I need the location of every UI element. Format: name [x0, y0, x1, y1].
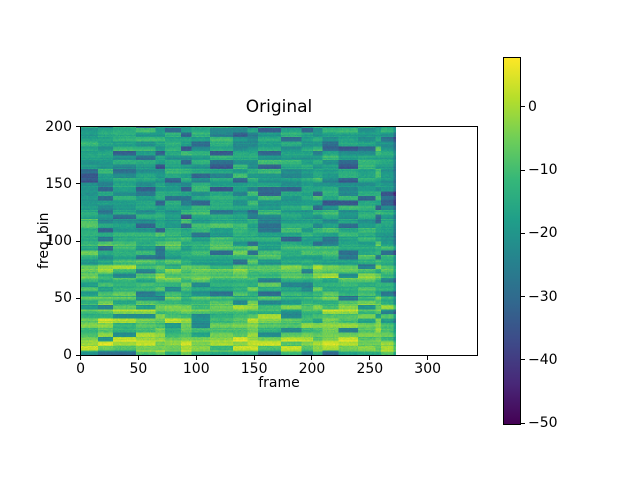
colorbar-tick-label: −40	[528, 351, 558, 368]
x-tick-label: 200	[298, 361, 326, 377]
y-tick-label: 0	[63, 347, 72, 364]
colorbar-tick-mark	[521, 296, 525, 298]
colorbar	[503, 57, 521, 425]
x-tick-mark	[427, 356, 429, 360]
x-tick-mark	[253, 356, 255, 360]
colorbar-tick-mark	[521, 169, 525, 171]
x-tick-label: 50	[129, 361, 148, 377]
colorbar-tick-label: −10	[528, 162, 558, 179]
x-tick-label: 0	[76, 361, 86, 377]
y-tick-mark	[76, 126, 80, 128]
x-tick-label: 100	[182, 361, 210, 377]
x-tick-mark	[369, 356, 371, 360]
x-tick-label: 150	[240, 361, 268, 377]
colorbar-tick-label: −20	[528, 225, 558, 242]
y-tick-label: 100	[45, 233, 72, 249]
colorbar-tick-label: −50	[528, 415, 558, 432]
y-tick-mark	[76, 297, 80, 299]
x-tick-label: 250	[356, 361, 384, 377]
y-tick-label: 50	[54, 290, 72, 307]
y-tick-label: 200	[45, 118, 72, 135]
x-tick-mark	[311, 356, 313, 360]
colorbar-tick-label: 0	[528, 98, 537, 115]
x-tick-mark	[80, 356, 82, 360]
x-tick-mark	[195, 356, 197, 360]
x-tick-mark	[137, 356, 139, 360]
colorbar-tick-label: −30	[528, 288, 558, 305]
colorbar-tick-mark	[521, 106, 525, 108]
y-tick-label: 150	[45, 175, 72, 192]
y-tick-mark	[76, 354, 80, 356]
colorbar-tick-mark	[521, 359, 525, 361]
x-tick-label: 300	[414, 361, 442, 377]
y-tick-mark	[76, 240, 80, 242]
x-axis-label: frame	[258, 375, 300, 391]
y-tick-mark	[76, 183, 80, 185]
chart-title: Original	[245, 97, 313, 117]
colorbar-tick-mark	[521, 232, 525, 234]
spectrogram-image	[81, 127, 396, 355]
plot-area	[80, 126, 478, 356]
colorbar-tick-mark	[521, 422, 525, 424]
